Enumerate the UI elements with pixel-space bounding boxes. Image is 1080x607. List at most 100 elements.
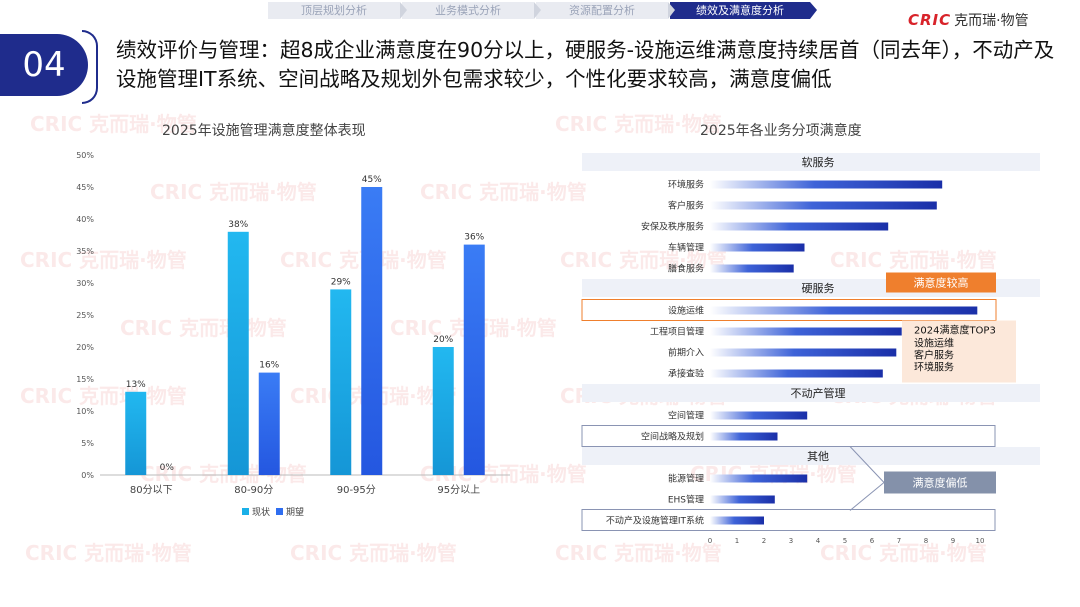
x-tick-label: 0 xyxy=(708,537,712,545)
business-satisfaction-chart: 软服务环境服务客户服务安保及秩序服务车辆管理膳食服务硬服务设施运维工程项目管理前… xyxy=(581,153,1040,545)
group-header: 硬服务 xyxy=(802,282,835,295)
top3-item: 客户服务 xyxy=(914,349,954,362)
legend-label-current: 现状 xyxy=(252,506,270,518)
data-label: 13% xyxy=(126,380,146,390)
logo-mark: CRIC xyxy=(908,11,952,29)
data-label: 38% xyxy=(228,220,248,230)
category-label: 前期介入 xyxy=(668,347,704,359)
callout-high-bg xyxy=(886,272,996,293)
satisfaction-bar xyxy=(710,264,794,273)
group-header-bg xyxy=(582,447,1040,465)
watermark: CRIC 克而瑞·物管 xyxy=(555,112,722,136)
watermark: CRIC 克而瑞·物管 xyxy=(20,384,187,408)
bar-current xyxy=(432,347,454,475)
y-tick-label: 5% xyxy=(81,439,94,448)
satisfaction-bar xyxy=(710,180,943,189)
highlight-box xyxy=(581,299,997,321)
bar-expected xyxy=(361,187,383,475)
group-header: 不动产管理 xyxy=(791,386,846,400)
category-label: 客户服务 xyxy=(668,200,704,212)
group-header-bg xyxy=(582,153,1040,171)
nav-tab-business-model[interactable]: 业务模式分析 xyxy=(402,2,541,19)
satisfaction-distribution-chart: 0% 5% 10% 15% 20% 25% 30% 35% 40% 45% 50% 80分以下 13% 0… xyxy=(76,151,510,518)
watermark: CRIC 克而瑞·物管 xyxy=(30,112,197,136)
data-label: 0% xyxy=(160,463,175,473)
data-label: 36% xyxy=(464,233,484,243)
legend-swatch-expected xyxy=(276,508,283,515)
satisfaction-bar xyxy=(710,348,897,357)
x-tick-label: 95分以上 xyxy=(437,484,480,496)
x-tick-label: 8 xyxy=(924,537,928,545)
x-tick-label: 9 xyxy=(951,537,955,545)
y-tick-label: 45% xyxy=(76,183,94,192)
data-label: 45% xyxy=(362,175,382,185)
category-label: 环境服务 xyxy=(668,179,704,191)
x-tick-label: 80-90分 xyxy=(234,484,273,496)
satisfaction-bar xyxy=(710,306,978,315)
category-label: 膳食服务 xyxy=(668,263,704,275)
bar-expected xyxy=(258,372,280,475)
y-tick-label: 0% xyxy=(81,471,94,480)
category-label: 安保及秩序服务 xyxy=(641,221,704,233)
y-tick-label: 20% xyxy=(76,343,94,352)
left-chart-title: 2025年设施管理满意度整体表现 xyxy=(162,123,366,139)
x-tick-label: 4 xyxy=(816,537,821,545)
data-label: 16% xyxy=(259,361,279,371)
group-header: 其他 xyxy=(807,450,829,463)
watermark: CRIC 克而瑞·物管 xyxy=(290,541,457,565)
y-tick-label: 35% xyxy=(76,247,94,256)
y-tick-label: 30% xyxy=(76,279,94,288)
nav-tab-performance[interactable]: 绩效及满意度分析 xyxy=(670,2,817,19)
logo-text: 克而瑞·物管 xyxy=(954,13,1029,29)
category-label: 设施运维 xyxy=(668,305,704,317)
satisfaction-bar xyxy=(710,243,805,252)
category-label: 空间战略及规划 xyxy=(641,431,704,443)
x-tick-label: 5 xyxy=(843,537,847,545)
top-nav: 顶层规划分析 业务模式分析 资源配置分析 绩效及满意度分析 xyxy=(268,2,817,19)
x-tick-label: 1 xyxy=(735,537,739,545)
category-label: 不动产及设施管理IT系统 xyxy=(606,515,704,527)
highlight-box xyxy=(581,425,996,447)
watermark: CRIC 克而瑞·物管 xyxy=(830,248,997,272)
highlight-box xyxy=(581,509,996,531)
category-label: EHS管理 xyxy=(668,494,704,506)
watermark: CRIC 克而瑞·物管 xyxy=(25,541,192,565)
x-tick-label: 2 xyxy=(762,537,766,545)
y-tick-label: 25% xyxy=(76,311,94,320)
section-badge-ring xyxy=(82,30,98,104)
watermark: CRIC 克而瑞·物管 xyxy=(20,248,187,272)
top3-box xyxy=(902,320,1016,383)
top3-title: 2024满意度TOP3 xyxy=(914,324,996,337)
bar-current xyxy=(125,391,147,475)
satisfaction-bar xyxy=(710,432,778,441)
satisfaction-bar xyxy=(710,327,902,336)
group-header: 软服务 xyxy=(802,155,835,169)
watermark: CRIC 克而瑞·物管 xyxy=(560,248,727,272)
right-chart-title: 2025年各业务分项满意度 xyxy=(700,123,862,139)
y-tick-label: 10% xyxy=(76,407,94,416)
satisfaction-bar xyxy=(710,495,775,504)
watermark: CRIC 克而瑞·物管 xyxy=(120,316,287,340)
satisfaction-bar xyxy=(710,516,764,525)
page-headline: 绩效评价与管理：超8成企业满意度在90分以上，硬服务-设施运维满意度持续居首（同… xyxy=(116,38,1055,91)
nav-tab-top-level[interactable]: 顶层规划分析 xyxy=(268,2,407,19)
bar-current xyxy=(330,289,352,475)
x-tick-label: 3 xyxy=(789,537,793,545)
satisfaction-bar xyxy=(710,201,937,210)
callout-high-label: 满意度较高 xyxy=(914,276,969,290)
watermark: CRIC 克而瑞·物管 xyxy=(820,541,987,565)
data-label: 20% xyxy=(433,335,453,345)
legend-label-expected: 期望 xyxy=(286,506,304,518)
nav-tab-resource[interactable]: 资源配置分析 xyxy=(536,2,675,19)
category-label: 空间管理 xyxy=(668,410,704,422)
top3-item: 设施运维 xyxy=(914,337,954,350)
x-tick-label: 90-95分 xyxy=(337,484,376,496)
category-label: 能源管理 xyxy=(668,473,704,485)
x-tick-label: 6 xyxy=(870,537,875,545)
satisfaction-bar xyxy=(710,369,883,378)
callout-low-label: 满意度偏低 xyxy=(913,476,968,490)
bar-current xyxy=(227,231,249,475)
brand-logo: CRIC 克而瑞·物管 xyxy=(908,10,1029,30)
callout-low-bg xyxy=(884,471,996,494)
y-tick-label: 15% xyxy=(76,375,94,384)
